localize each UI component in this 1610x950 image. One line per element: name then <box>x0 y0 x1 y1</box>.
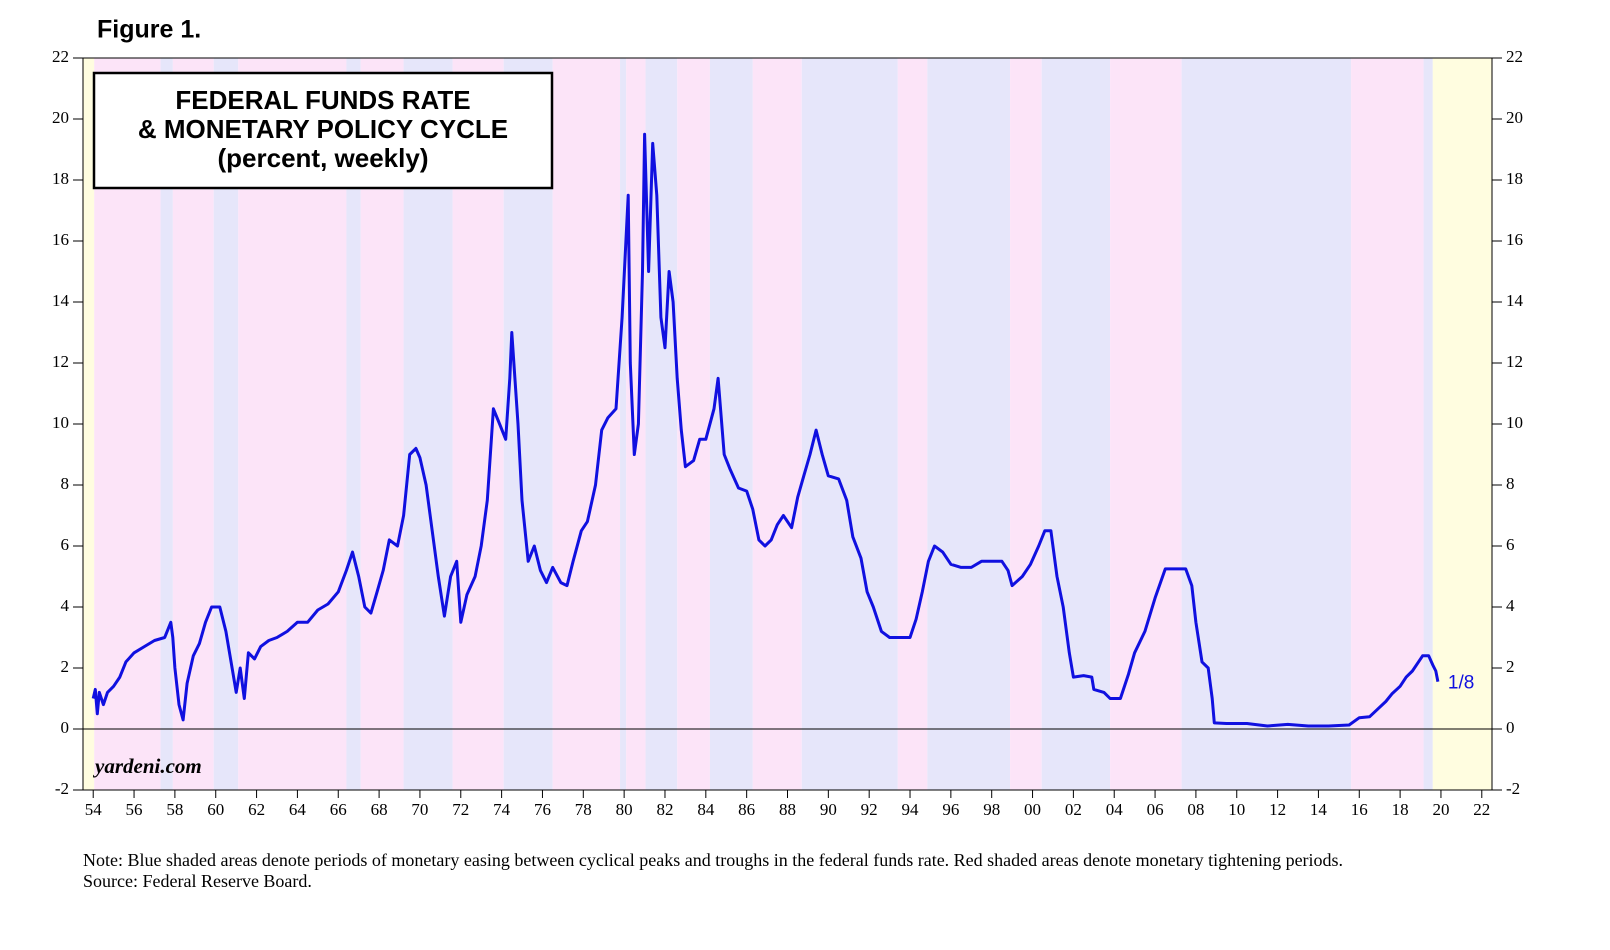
x-tick-label: 76 <box>534 800 551 819</box>
shade-band <box>1351 58 1424 790</box>
x-tick-label: 22 <box>1473 800 1490 819</box>
x-tick-label: 18 <box>1392 800 1409 819</box>
y-tick-label: 4 <box>61 596 70 615</box>
y-tick-label: -2 <box>55 779 69 798</box>
x-tick-label: 14 <box>1310 800 1328 819</box>
plot-frame <box>82 57 1493 791</box>
y-tick-label: 14 <box>52 291 70 310</box>
y-tick-label: 20 <box>52 108 69 127</box>
rate-line <box>91 132 1440 728</box>
x-tick-label: 60 <box>207 800 224 819</box>
y2-tick-label: 12 <box>1506 352 1523 371</box>
y2-tick-label: 2 <box>1506 657 1515 676</box>
x-tick-label: 10 <box>1228 800 1245 819</box>
shade-band <box>552 58 621 790</box>
y-tick-label: 22 <box>52 47 69 66</box>
title-box <box>92 71 554 190</box>
y2-tick-label: 14 <box>1506 291 1524 310</box>
shade-band <box>1110 58 1182 790</box>
shade-band <box>677 58 710 790</box>
shade-band <box>1432 58 1492 790</box>
x-tick-label: 62 <box>248 800 265 819</box>
x-tick-label: 08 <box>1187 800 1204 819</box>
shade-band <box>801 58 898 790</box>
shade-band <box>1010 58 1042 790</box>
source: Source: Federal Reserve Board. <box>83 871 312 891</box>
shade-band <box>160 58 173 790</box>
x-tick-label: 16 <box>1351 800 1368 819</box>
chart-title: & MONETARY POLICY CYCLE <box>138 114 508 144</box>
shade-band <box>626 58 646 790</box>
y2-tick-label: 18 <box>1506 169 1523 188</box>
shade-band <box>927 58 1011 790</box>
y-tick-label: 10 <box>52 413 69 432</box>
shade-band <box>1181 58 1352 790</box>
y-tick-label: 18 <box>52 169 69 188</box>
x-tick-label: 06 <box>1147 800 1164 819</box>
x-tick-label: 04 <box>1106 800 1124 819</box>
x-tick-label: 88 <box>779 800 796 819</box>
x-tick-label: 12 <box>1269 800 1286 819</box>
shade-band <box>346 58 361 790</box>
shade-band <box>897 58 928 790</box>
x-tick-label: 70 <box>411 800 428 819</box>
y-tick-label: 2 <box>61 657 70 676</box>
figure-label: Figure 1. <box>97 16 201 44</box>
x-tick-label: 72 <box>452 800 469 819</box>
y2-tick-label: 8 <box>1506 474 1515 493</box>
shade-band <box>620 58 627 790</box>
y-tick-label: 16 <box>52 230 69 249</box>
x-tick-label: 02 <box>1065 800 1082 819</box>
x-tick-label: 78 <box>575 800 592 819</box>
x-tick-label: 58 <box>166 800 183 819</box>
y-tick-label: 12 <box>52 352 69 371</box>
y2-tick-label: 10 <box>1506 413 1523 432</box>
y2-tick-label: 20 <box>1506 108 1523 127</box>
y-tick-label: 0 <box>61 718 70 737</box>
note: Note: Blue shaded areas denote periods o… <box>83 850 1344 870</box>
shade-band <box>83 58 95 790</box>
y2-tick-label: 0 <box>1506 718 1515 737</box>
y2-tick-label: 4 <box>1506 596 1515 615</box>
shade-band <box>645 58 678 790</box>
shade-band <box>1423 58 1433 790</box>
chart-title: FEDERAL FUNDS RATE <box>175 85 470 115</box>
y2-tick-label: 16 <box>1506 230 1523 249</box>
x-tick-label: 64 <box>289 800 307 819</box>
x-tick-label: 56 <box>126 800 143 819</box>
shade-band <box>709 58 753 790</box>
y2-tick-label: 22 <box>1506 47 1523 66</box>
notes: Note: Blue shaded areas denote periods o… <box>83 850 1483 892</box>
y2-tick-label: 6 <box>1506 535 1515 554</box>
watermark: yardeni.com <box>92 754 202 778</box>
x-tick-label: 84 <box>697 800 715 819</box>
x-tick-label: 54 <box>85 800 103 819</box>
x-tick-label: 94 <box>902 800 920 819</box>
y2-tick-label: -2 <box>1506 779 1520 798</box>
y-tick-label: 6 <box>61 535 70 554</box>
x-tick-label: 96 <box>942 800 959 819</box>
shade-band <box>752 58 802 790</box>
x-tick-label: 92 <box>861 800 878 819</box>
x-tick-label: 80 <box>616 800 633 819</box>
x-tick-label: 82 <box>656 800 673 819</box>
end-annotation: 1/8 <box>1448 673 1474 694</box>
x-tick-label: 74 <box>493 800 511 819</box>
x-tick-label: 68 <box>371 800 388 819</box>
x-tick-label: 20 <box>1432 800 1449 819</box>
shade-band <box>1041 58 1111 790</box>
x-tick-label: 00 <box>1024 800 1041 819</box>
x-tick-label: 90 <box>820 800 837 819</box>
x-tick-label: 98 <box>983 800 1000 819</box>
x-tick-label: 66 <box>330 800 347 819</box>
chart-subtitle: (percent, weekly) <box>218 143 429 173</box>
y-tick-label: 8 <box>61 474 70 493</box>
x-tick-label: 86 <box>738 800 755 819</box>
